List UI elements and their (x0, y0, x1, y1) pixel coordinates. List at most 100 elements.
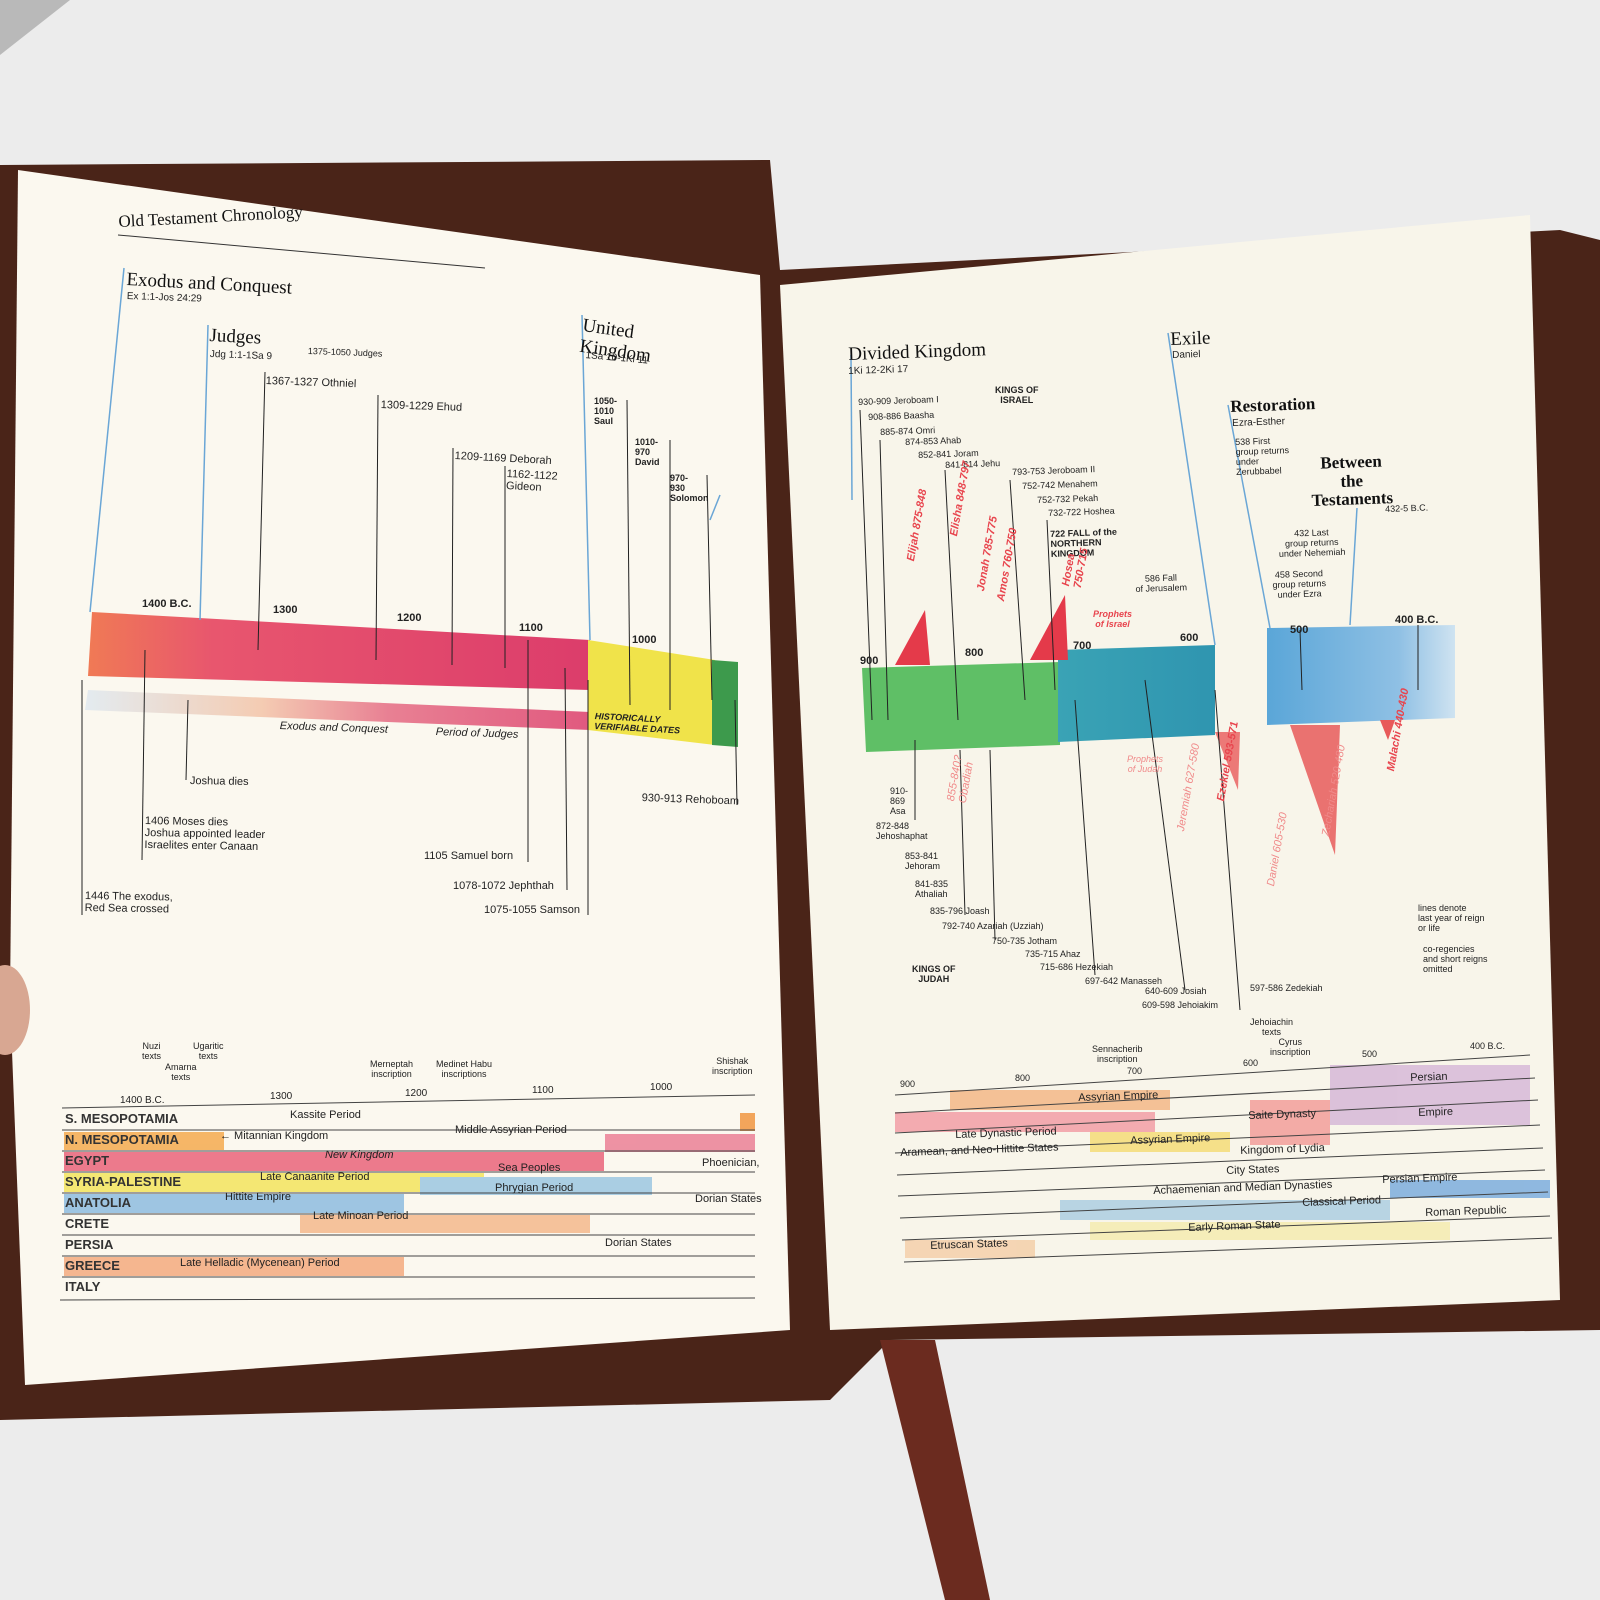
section-ref: Daniel (1172, 349, 1201, 361)
prophet-marker (1290, 725, 1340, 855)
prophet-marker (1030, 595, 1068, 660)
page-title: Old Testament Chronology (117, 202, 304, 231)
heading: KINGS OF ISRAEL (995, 385, 1039, 405)
right-page (780, 215, 1560, 1330)
scale-label: 1300 (270, 1091, 293, 1102)
prophet: Prophets of Israel (1093, 609, 1133, 629)
king: 930-909 Jeroboam I (857, 394, 939, 407)
king: 841-835 Athaliah (915, 879, 949, 899)
scale-label: 500 (1290, 624, 1309, 636)
event: 1050- 1010 Saul (594, 396, 618, 426)
king: 853-841 Jehoram (905, 851, 941, 871)
period: Late Helladic (Mycenean) Period (180, 1257, 340, 1269)
prophet: Malachi 440-430 (1385, 687, 1412, 773)
event: 930-913 Rehoboam (641, 792, 740, 808)
period: Phrygian Period (495, 1182, 574, 1194)
note: Ugaritic texts (193, 1041, 224, 1061)
king: 835-796 Joash (930, 906, 990, 916)
period: Assyrian Empire (1078, 1089, 1159, 1104)
king: 697-642 Manasseh (1085, 976, 1163, 986)
scale-label: 500 (1362, 1049, 1378, 1059)
section-ref: 432-5 B.C. (1384, 502, 1429, 514)
scale-label: 700 (1073, 640, 1092, 652)
prophet: Zechariah 520-480 (1320, 744, 1348, 838)
region-name: ANATOLIA (65, 1195, 131, 1210)
event: 1367-1327 Othniel (265, 375, 357, 391)
prophet: Jonah 785-775 (975, 515, 1000, 593)
prophet: Ezekiel 593-571 (1215, 720, 1241, 803)
period: Dorian States (695, 1193, 762, 1205)
scale-label: 900 (900, 1079, 916, 1089)
period: Dorian States (605, 1237, 672, 1249)
king: 732-722 Hoshea (1047, 505, 1115, 518)
scale-label: 1100 (532, 1085, 554, 1096)
event: Joshua dies (189, 775, 249, 789)
prophet: Daniel 605-530 (1265, 811, 1290, 888)
period: Sea Peoples (498, 1162, 561, 1174)
region-fills (64, 1113, 755, 1276)
event: 1406 Moses dies Joshua appointed leader … (144, 815, 266, 854)
king: 735-715 Ahaz (1025, 949, 1081, 959)
event: 458 Second group returns under Ezra (1272, 568, 1327, 600)
band (588, 640, 715, 745)
period: Aramean, and Neo-Hittite States (900, 1141, 1059, 1159)
band (1058, 645, 1215, 742)
scale-label: 1400 B.C. (120, 1095, 165, 1106)
section-lines (89, 267, 1358, 646)
period: Kingdom of Lydia (1240, 1142, 1325, 1157)
prophet: Jeremiah 627-580 (1175, 742, 1203, 833)
king: 910- 869 Asa (890, 786, 909, 816)
table-rules (59, 1094, 756, 1301)
band (88, 612, 590, 690)
event: 1078-1072 Jephthah (453, 880, 554, 892)
king: 872-848 Jehoshaphat (876, 821, 928, 841)
band-label: Period of Judges (435, 726, 519, 741)
scale-label: 1400 B.C. (142, 598, 192, 610)
section-title: Exile (1169, 327, 1211, 350)
king: 715-686 Hezekiah (1040, 962, 1114, 972)
period: Achaemenian and Median Dynasties (1153, 1178, 1333, 1197)
event: 586 Fall of Jerusalem (1135, 572, 1188, 594)
period: Middle Assyrian Period (455, 1124, 567, 1136)
king: 597-586 Zedekiah (1250, 983, 1323, 993)
event: 1309-1229 Ehud (380, 399, 463, 414)
table-rules (894, 1054, 1553, 1263)
region-name: ITALY (65, 1279, 101, 1294)
band (712, 660, 738, 747)
king: 609-598 Jehoiakim (1142, 1000, 1219, 1010)
region-name: EGYPT (65, 1153, 110, 1168)
prophet: Elijah 875-848 (905, 488, 930, 563)
note: Nuzi texts (142, 1041, 162, 1061)
period: Late Minoan Period (313, 1210, 409, 1222)
king: 640-609 Josiah (1145, 986, 1207, 996)
period: Hittite Empire (225, 1191, 292, 1203)
period: City States (1226, 1163, 1280, 1177)
note: co-regencies and short reigns omitted (1423, 944, 1488, 974)
event: 1209-1169 Deborah (454, 450, 552, 468)
period: Roman Republic (1425, 1204, 1507, 1219)
region-name: GREECE (65, 1258, 120, 1273)
band-label: Exodus and Conquest (279, 720, 389, 736)
king: 752-742 Menahem (1021, 478, 1098, 491)
region-name: PERSIA (65, 1237, 114, 1252)
period: Classical Period (1302, 1194, 1382, 1209)
prophet: Elisha 848-797 (948, 460, 973, 538)
period: Late Canaanite Period (260, 1171, 370, 1183)
note: Amarna texts (165, 1062, 197, 1082)
prophet-marker (1380, 720, 1395, 740)
scale-label: 800 (965, 647, 984, 659)
king: 908-886 Baasha (867, 409, 935, 422)
section-ref: Ezra-Esther (1232, 416, 1286, 429)
king: 750-735 Jotham (992, 936, 1058, 946)
event: 1010- 970 David (635, 437, 660, 467)
band (85, 690, 590, 730)
scale-label: 1100 (519, 622, 543, 634)
note: Medinet Habu inscriptions (436, 1059, 493, 1079)
scale-label: 600 (1243, 1058, 1259, 1068)
title-rule (117, 234, 486, 269)
king: 793-753 Jeroboam II (1011, 464, 1096, 477)
king: 874-853 Ahab (904, 435, 962, 447)
prophet: Amos 760-750 (995, 527, 1020, 603)
